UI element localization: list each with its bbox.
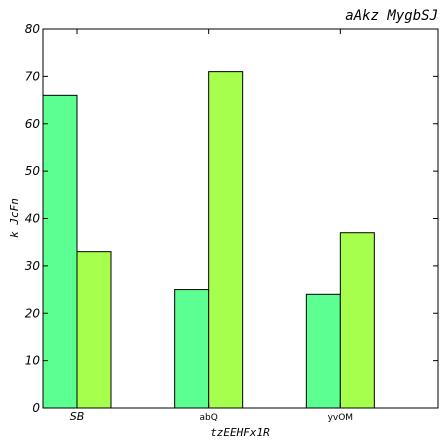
y-tick-label-60: 60 — [25, 117, 41, 131]
y-tick-label-70: 70 — [25, 69, 41, 83]
bar-yvOM-series-2 — [339, 232, 375, 409]
bar-yvOM-series-1 — [305, 293, 341, 409]
y-tick-label-20: 20 — [25, 306, 41, 320]
y-tick-label-30: 30 — [25, 259, 41, 273]
y-tick-label-10: 10 — [25, 354, 41, 368]
bar-abQ-series-1 — [174, 289, 210, 409]
bars-group — [42, 71, 375, 409]
bar-abQ-series-2 — [208, 71, 244, 409]
x-axis-label: tzEEHFx1R — [210, 426, 270, 439]
bar-SB-series-1 — [42, 94, 78, 409]
bar-SB-series-2 — [76, 251, 112, 409]
y-tick-label-0: 0 — [32, 401, 40, 415]
x-tick-label-abQ: abQ — [200, 413, 218, 423]
x-tick-label-SB: SB — [70, 410, 85, 423]
y-axis-label: k JcFn — [8, 198, 21, 238]
y-tick-label-40: 40 — [25, 212, 41, 226]
y-axis-ticks: 0 10 20 30 40 50 60 70 80 — [25, 22, 438, 415]
chart-title: aAkz MygbSJ — [345, 8, 438, 24]
y-tick-label-80: 80 — [25, 22, 41, 36]
x-axis-ticks: SB abQ yvOM — [70, 29, 353, 423]
x-tick-label-yvOM: yvOM — [328, 413, 354, 423]
y-tick-label-50: 50 — [25, 164, 41, 178]
